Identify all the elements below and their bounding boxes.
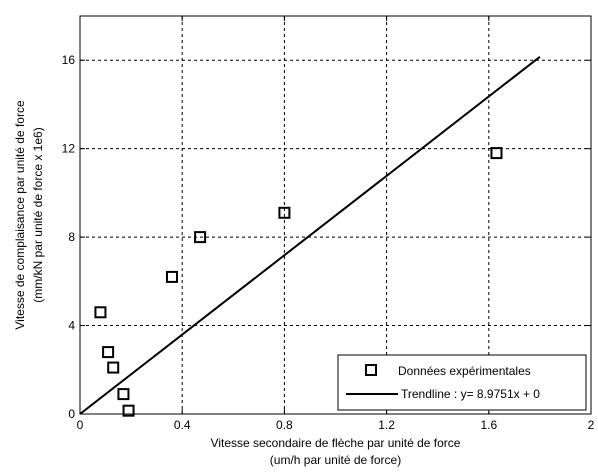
legend-label-trendline: Trendline : y= 8.9751x + 0	[401, 387, 540, 401]
data-point	[165, 270, 178, 283]
y-tick-label: 8	[68, 230, 75, 244]
trendline-series	[79, 56, 541, 415]
y-tick-label: 12	[62, 142, 76, 156]
y-axis-label-line-2: (mm/kN par unité de force x 1e6)	[31, 127, 45, 302]
scatter-series	[94, 147, 503, 417]
data-point	[490, 147, 503, 160]
grid	[80, 16, 591, 414]
x-tick-label: 0	[77, 418, 84, 432]
x-tick-label: 1.2	[378, 418, 395, 432]
plot-frame	[79, 15, 592, 415]
y-axis-label-line-1: Vitesse de complaisance par unité de for…	[13, 100, 27, 330]
y-tick-label: 4	[68, 319, 75, 333]
x-axis-label-line-1: Vitesse secondaire de flèche par unité d…	[211, 436, 461, 450]
legend: Données expérimentales Trendline : y= 8.9…	[337, 354, 587, 411]
x-axis-label-line-2: (um/h par unité de force)	[270, 453, 401, 467]
x-tick-label: 0.4	[174, 418, 191, 432]
x-tick-label: 2	[588, 418, 595, 432]
legend-marker-square	[365, 364, 377, 376]
data-point	[278, 206, 291, 219]
data-point	[194, 231, 207, 244]
y-tick-label: 0	[68, 407, 75, 421]
trendline	[79, 56, 541, 415]
data-point	[94, 306, 107, 319]
data-point	[107, 361, 120, 374]
x-tick-label: 1.6	[480, 418, 497, 432]
data-point	[102, 346, 115, 359]
y-tick-label: 16	[62, 53, 76, 67]
legend-label-data: Données expérimentales	[398, 364, 531, 378]
legend-box	[337, 354, 587, 411]
x-tick-label: 0.8	[276, 418, 293, 432]
data-point	[117, 388, 130, 401]
data-point	[122, 404, 135, 417]
